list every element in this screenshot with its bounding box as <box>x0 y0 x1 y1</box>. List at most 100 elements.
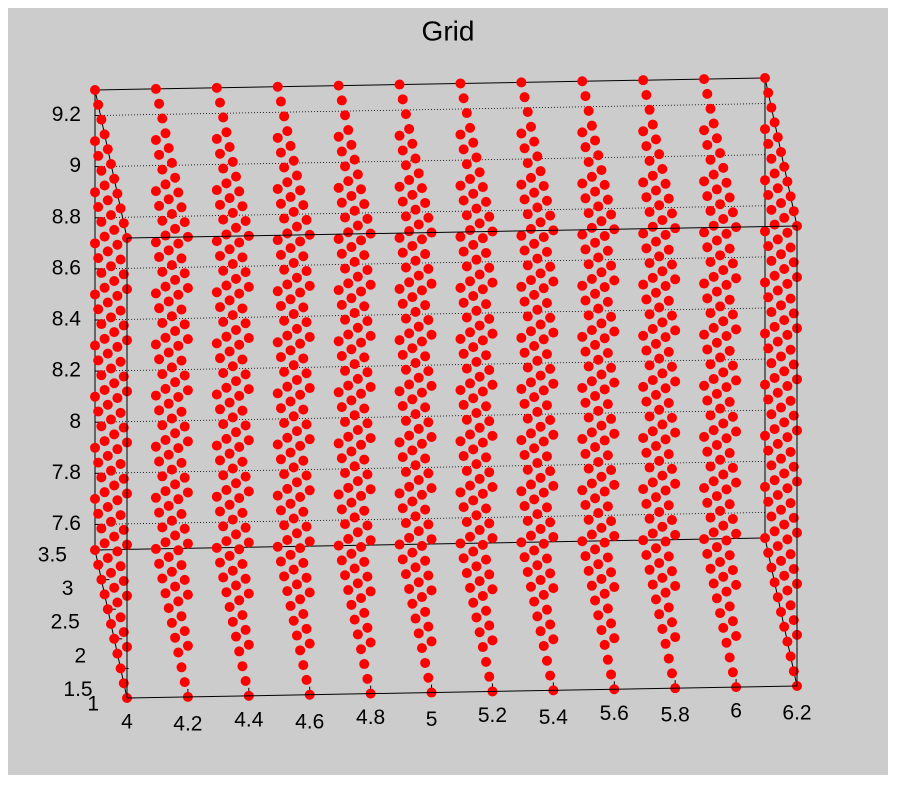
point <box>644 411 655 422</box>
point <box>654 353 665 364</box>
point <box>102 604 113 615</box>
x-tick-label: 6.2 <box>782 702 811 725</box>
point <box>535 575 546 586</box>
y-tick-label: 9 <box>69 154 81 177</box>
point <box>776 147 786 157</box>
point <box>590 442 601 453</box>
x-tick-label: 4.6 <box>295 710 324 733</box>
point <box>333 233 344 244</box>
point <box>660 638 671 649</box>
point <box>606 618 617 629</box>
point <box>779 621 790 632</box>
point <box>234 390 245 401</box>
z-tick-label: 2.5 <box>51 611 80 634</box>
point <box>731 630 742 641</box>
point <box>670 478 681 489</box>
point <box>275 249 286 260</box>
point <box>410 613 421 624</box>
point <box>468 444 479 455</box>
point <box>343 125 354 136</box>
point <box>599 333 610 344</box>
point <box>660 229 671 240</box>
point <box>776 607 786 617</box>
point <box>115 612 126 623</box>
point <box>586 580 597 591</box>
point <box>487 379 498 390</box>
point <box>288 615 299 626</box>
point <box>763 547 774 558</box>
point <box>727 462 738 473</box>
point <box>160 281 171 292</box>
point <box>115 305 126 316</box>
point <box>423 672 434 683</box>
point <box>638 228 649 239</box>
point <box>541 400 552 411</box>
point <box>711 235 722 246</box>
point <box>400 109 411 120</box>
point <box>638 177 649 188</box>
point <box>109 480 120 491</box>
point <box>599 282 610 293</box>
point <box>90 493 100 504</box>
point <box>346 548 357 559</box>
y-tick-label: 9.2 <box>52 103 81 126</box>
point <box>596 573 607 584</box>
point <box>477 284 488 295</box>
point <box>760 481 770 492</box>
point <box>240 216 251 227</box>
point <box>346 497 357 508</box>
point <box>420 402 431 413</box>
point <box>593 252 604 263</box>
point <box>580 244 591 255</box>
point <box>772 285 783 296</box>
point <box>727 411 738 422</box>
point <box>301 572 312 583</box>
point <box>545 670 556 681</box>
point <box>599 384 610 395</box>
point <box>766 358 777 369</box>
point <box>670 376 681 387</box>
point <box>340 365 351 376</box>
point <box>519 347 530 358</box>
point <box>711 133 722 144</box>
point <box>150 135 161 146</box>
point <box>606 669 617 680</box>
point <box>154 405 165 416</box>
point <box>237 661 248 672</box>
point <box>96 472 107 483</box>
point <box>516 179 527 190</box>
point <box>602 552 613 563</box>
point <box>788 410 799 421</box>
point <box>365 586 376 597</box>
point <box>708 578 719 589</box>
point <box>666 361 677 372</box>
point <box>763 241 774 252</box>
point <box>602 348 613 359</box>
point <box>272 235 283 246</box>
point <box>340 570 351 581</box>
point <box>541 297 552 308</box>
point <box>154 200 165 211</box>
point <box>90 545 100 555</box>
point <box>166 413 177 424</box>
point <box>272 183 283 194</box>
point <box>352 476 363 487</box>
point <box>772 234 783 245</box>
point <box>150 237 161 248</box>
point <box>423 366 434 377</box>
point <box>356 235 367 246</box>
point <box>301 470 312 481</box>
point <box>336 299 347 310</box>
point <box>465 327 476 338</box>
point <box>711 593 722 604</box>
point <box>535 166 546 177</box>
point <box>359 403 370 414</box>
point <box>516 281 527 292</box>
point <box>731 375 742 386</box>
point <box>468 290 479 301</box>
point <box>779 366 790 377</box>
point <box>275 198 286 209</box>
point <box>465 531 476 542</box>
point <box>590 493 601 504</box>
point <box>654 558 665 569</box>
